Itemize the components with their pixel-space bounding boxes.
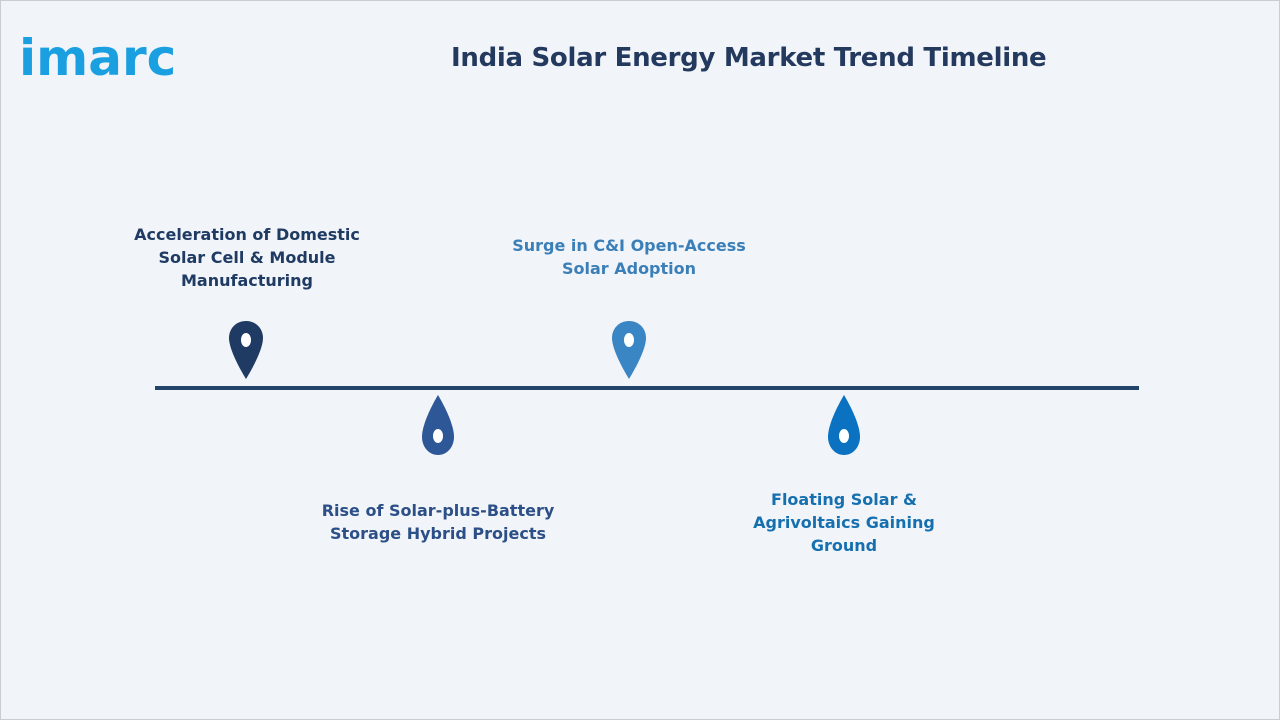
milestone-2-label: Rise of Solar-plus-Battery Storage Hybri… (298, 499, 578, 545)
milestone-2-line-2: Storage Hybrid Projects (330, 524, 546, 543)
page-title: India Solar Energy Market Trend Timeline (451, 43, 1047, 73)
milestone-1-line-2: Solar Cell & Module (158, 248, 336, 267)
milestone-4-line-3: Ground (810, 536, 878, 555)
milestone-2-drop-icon (418, 393, 458, 457)
milestone-4-drop-icon (824, 393, 864, 457)
milestone-3-line-1: Surge in C&I Open-Access (512, 236, 746, 255)
timeline-line (155, 386, 1139, 390)
logo-text: imarc (19, 29, 176, 87)
milestone-3-line-2: Solar Adoption (561, 259, 697, 278)
milestone-2-line-1: Rise of Solar-plus-Battery (321, 501, 555, 520)
milestone-1-line-3: Manufacturing (181, 271, 313, 290)
milestone-1-line-1: Acceleration of Domestic (134, 225, 360, 244)
imarc-logo: imarc (19, 9, 209, 89)
milestone-4-label: Floating Solar & Agrivoltaics Gaining Gr… (704, 488, 984, 557)
milestone-4-line-2: Agrivoltaics Gaining (753, 513, 935, 532)
milestone-4-line-1: Floating Solar & (771, 490, 917, 509)
milestone-1-label: Acceleration of Domestic Solar Cell & Mo… (107, 223, 387, 292)
milestone-3-pin-icon (609, 319, 649, 383)
milestone-3-label: Surge in C&I Open-Access Solar Adoption (489, 234, 769, 280)
milestone-1-pin-icon (226, 319, 266, 383)
